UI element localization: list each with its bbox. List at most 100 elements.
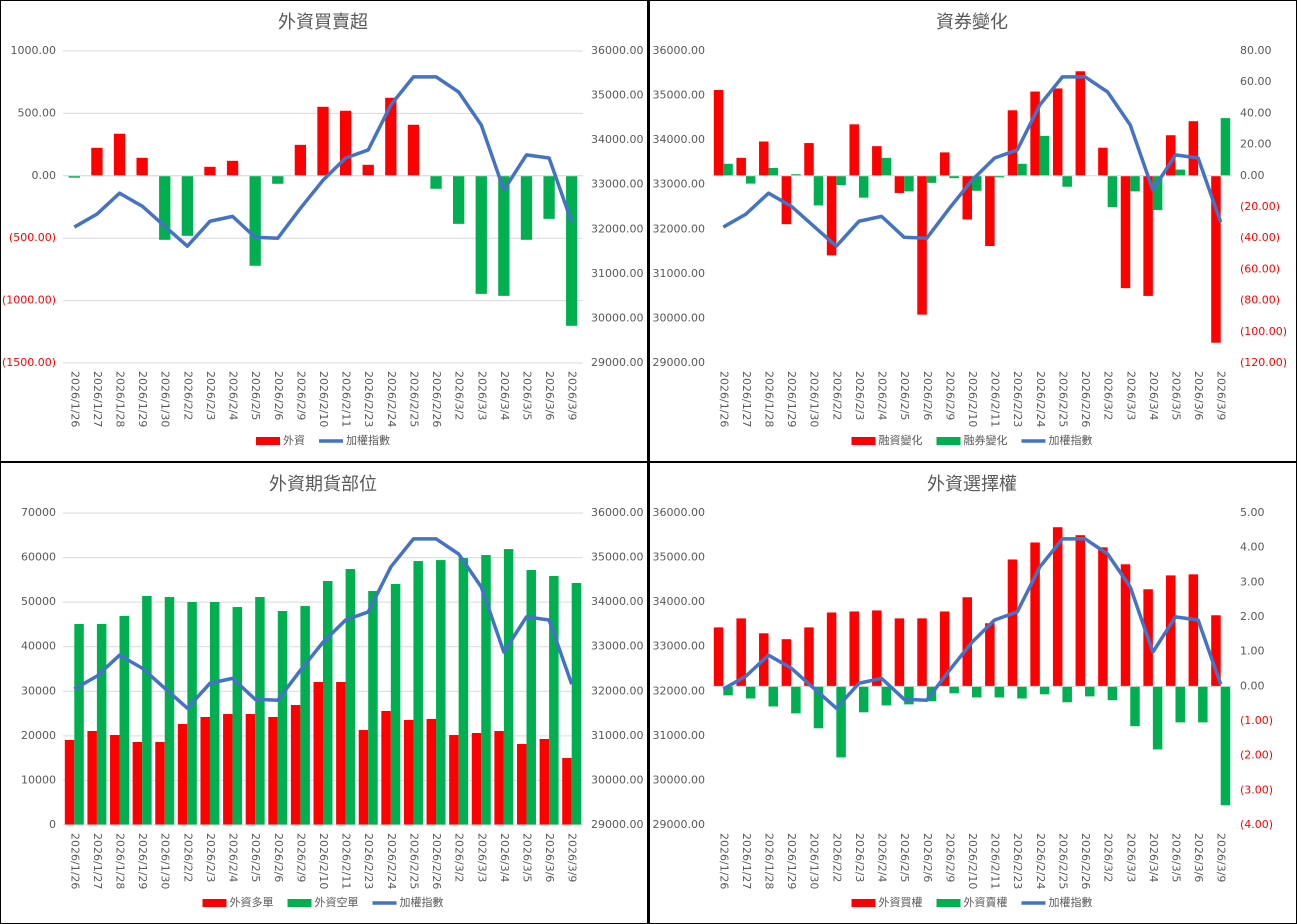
y-tick-label: 0.00 [1240, 679, 1265, 692]
x-tick-label: 2026/2/4 [876, 833, 889, 882]
chart-title: 外資買賣超 [278, 12, 368, 33]
bar [858, 175, 869, 198]
bar [181, 175, 193, 236]
legend-swatch [202, 899, 227, 907]
bar [849, 124, 859, 176]
bar [904, 686, 914, 705]
bar [1017, 686, 1027, 699]
y-tick-label: 1000.00 [11, 44, 57, 57]
x-tick-label: 2026/1/26 [717, 371, 730, 427]
y-tick-label: 36000.00 [591, 44, 644, 57]
bar [317, 106, 329, 176]
y-tick-label: (1000.00) [2, 294, 56, 307]
bar [1007, 559, 1018, 687]
x-tick-label: 2026/3/3 [1124, 833, 1137, 882]
bar [566, 175, 578, 326]
y-tick-label: (500.00) [9, 231, 56, 244]
bar [962, 175, 972, 220]
y-tick-label: (2.00) [1240, 749, 1273, 762]
y-tick-label: 32000.00 [591, 222, 644, 235]
bar [543, 175, 555, 219]
bar [471, 733, 482, 825]
bar [345, 569, 356, 825]
x-tick-label: 2026/2/9 [294, 371, 307, 420]
x-tick-label: 2026/2/24 [1034, 371, 1047, 427]
x-tick-label: 2026/2/4 [227, 371, 240, 420]
x-tick-label: 2026/2/3 [204, 371, 217, 420]
y-tick-label: (60.00) [1240, 262, 1280, 275]
bar [781, 639, 792, 687]
y-tick-label: 35000.00 [591, 551, 644, 564]
y-tick-label: (20.00) [1240, 200, 1280, 213]
y-tick-label: 32000.00 [653, 684, 706, 697]
bar [155, 742, 165, 825]
bar [1165, 575, 1176, 687]
bar [1175, 169, 1185, 176]
y-tick-label: 29000.00 [653, 356, 706, 369]
bar [1152, 175, 1163, 211]
x-tick-label: 2026/3/3 [1124, 371, 1137, 420]
bar [723, 686, 733, 696]
legend-swatch [936, 437, 961, 445]
bar [804, 143, 814, 176]
bar [1107, 175, 1118, 207]
x-tick-label: 2026/1/30 [808, 833, 821, 889]
legend-label: 加權指數 [346, 433, 390, 447]
y-tick-label: (40.00) [1240, 231, 1280, 244]
y-tick-label: 33000.00 [653, 178, 706, 191]
bar [430, 175, 442, 189]
y-tick-label: (120.00) [1240, 356, 1287, 369]
y-tick-label: 20000 [21, 729, 56, 742]
y-tick-label: (1.00) [1240, 714, 1273, 727]
x-tick-label: 2026/2/23 [1011, 371, 1024, 427]
legend-swatch [851, 437, 876, 445]
x-tick-label: 2026/3/5 [520, 833, 533, 882]
bar [768, 686, 779, 707]
bar [972, 175, 982, 191]
bar [300, 606, 310, 825]
bar [1030, 542, 1040, 687]
legend-label: 外資 [283, 434, 305, 447]
bar [494, 730, 504, 825]
bar [1211, 615, 1221, 687]
y-tick-label: 60.00 [1240, 75, 1272, 88]
y-tick-label: 0.00 [1240, 169, 1265, 182]
y-tick-label: 0 [49, 818, 56, 831]
y-tick-label: 30000.00 [653, 311, 706, 324]
legend-swatch [256, 437, 280, 445]
bar [836, 686, 846, 758]
legend-swatch [287, 899, 312, 907]
y-tick-label: 29000.00 [653, 818, 706, 831]
bar [1007, 110, 1018, 176]
bar [1198, 686, 1208, 723]
chart: 資券變化 36000.00 35000.00 34000.00 33000.00 3200… [650, 1, 1296, 461]
y-tick-label: 30000.00 [591, 311, 644, 324]
bar [177, 724, 188, 825]
bar [917, 618, 927, 687]
bar [277, 611, 288, 825]
x-tick-label: 2026/2/9 [943, 833, 956, 882]
x-tick-label: 2026/2/6 [921, 833, 934, 882]
x-tick-label: 2026/3/2 [1102, 833, 1115, 882]
x-tick-label: 2026/1/30 [159, 371, 172, 427]
x-tick-label: 2026/2/10 [317, 833, 330, 889]
legend: 外資買權 外資賣權 加權指數 [851, 895, 1093, 909]
legend: 外資 加權指數 [256, 433, 390, 447]
bar [1030, 91, 1040, 176]
x-tick-label: 2026/3/4 [498, 833, 511, 882]
bar [516, 744, 527, 825]
y-tick-label: 36000.00 [591, 506, 644, 519]
bar [723, 163, 733, 176]
bar [475, 175, 487, 294]
y-tick-label: (80.00) [1240, 294, 1280, 307]
x-tick-label: 2026/1/26 [68, 371, 81, 427]
x-tick-label: 2026/1/27 [740, 833, 753, 889]
bar [836, 175, 846, 186]
x-tick-label: 2026/2/2 [830, 371, 843, 420]
bar [736, 157, 746, 176]
x-tick-label: 2026/3/5 [1169, 833, 1182, 882]
x-tick-label: 2026/2/25 [407, 833, 420, 889]
x-tick-label: 2026/2/5 [249, 371, 262, 420]
bar [526, 570, 536, 825]
y-tick-label: (100.00) [1240, 325, 1287, 338]
